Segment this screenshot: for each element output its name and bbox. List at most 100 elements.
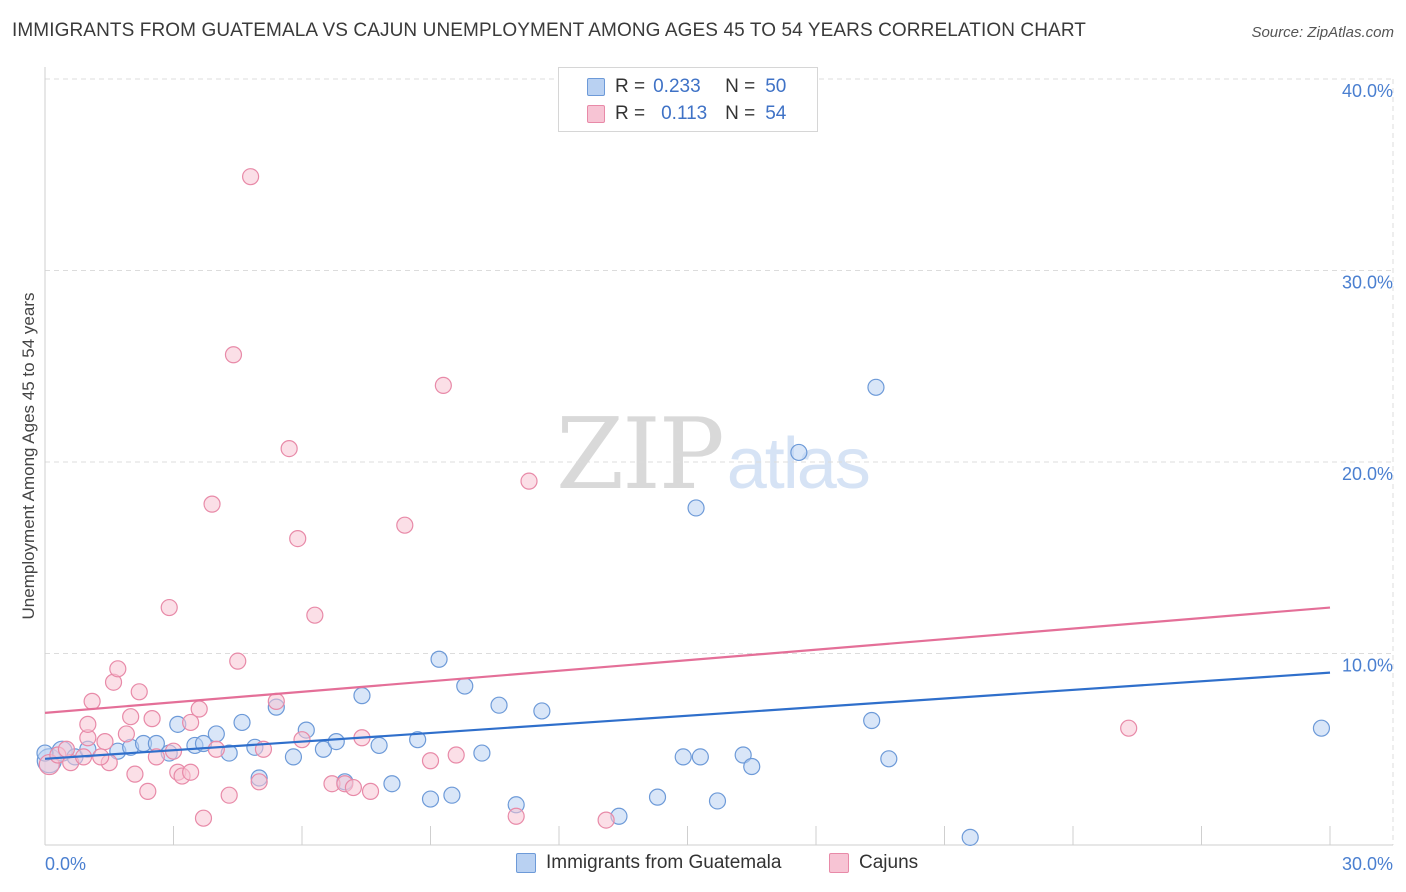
cajun-point <box>597 811 615 829</box>
cajun-point <box>83 692 101 710</box>
series-swatch-pink <box>829 853 849 873</box>
cajun-point <box>306 606 324 624</box>
guatemala-point <box>327 732 345 751</box>
guatemala-point <box>880 750 898 768</box>
watermark-zip: ZIP <box>556 398 725 512</box>
legend-n-label: N = <box>725 103 756 124</box>
cajun-point <box>182 763 200 781</box>
guatemala-point <box>353 687 371 705</box>
legend-row-guatemala: R = 0.233 N = 50 <box>587 74 786 100</box>
cajun-point <box>520 472 538 490</box>
cajun-point <box>203 495 221 513</box>
guatemala-point <box>708 792 727 810</box>
series-legend: Immigrants from Guatemala Cajuns <box>0 852 1406 878</box>
guatemala-point <box>687 499 705 517</box>
guatemala-point <box>533 702 551 720</box>
guatemala-point <box>961 828 979 846</box>
guatemala-point <box>1312 719 1331 737</box>
cajun-point <box>421 752 440 770</box>
legend-n-value: 50 <box>765 76 787 97</box>
cajun-point <box>396 516 414 534</box>
x-tick-label: 0.0% <box>45 854 86 874</box>
legend-swatch-pink <box>587 105 605 123</box>
series-swatch-blue <box>516 853 536 873</box>
y-tick-label: 30.0% <box>1342 273 1393 293</box>
tick-labels: 10.0% 20.0% 30.0% 40.0% 0.0% 30.0% <box>45 81 1393 874</box>
cajun-point <box>139 782 157 800</box>
cajun-point <box>242 168 260 186</box>
watermark-atlas: atlas <box>726 424 871 504</box>
guatemala-point <box>473 744 491 762</box>
stats-legend: R = 0.233 N = 50 R = 0.113 N = 54 <box>558 67 818 132</box>
cajun-point <box>92 748 110 766</box>
guatemala-point <box>430 650 448 668</box>
y-axis-label: Unemployment Among Ages 45 to 54 years <box>19 293 38 620</box>
guatemala-point <box>691 748 709 766</box>
legend-n-value: 54 <box>765 103 787 124</box>
cajun-point <box>57 740 76 758</box>
legend-r-label: R = <box>615 76 646 97</box>
chart-title: IMMIGRANTS FROM GUATEMALA VS CAJUN UNEMP… <box>12 20 1087 41</box>
guatemala-point <box>734 746 752 764</box>
legend-row-cajuns: R = 0.113 N = 54 <box>587 101 786 127</box>
legend-n-label: N = <box>725 76 756 97</box>
cajun-point <box>361 782 380 800</box>
y-tick-label: 20.0% <box>1342 464 1393 484</box>
cajun-point <box>147 748 165 766</box>
guatemala-point <box>370 736 388 755</box>
cajun-point <box>109 660 127 678</box>
y-tick-label: 10.0% <box>1342 656 1393 676</box>
cajun-point <box>160 598 178 617</box>
cajun-point <box>344 778 362 797</box>
cajun-point <box>122 708 140 726</box>
cajun-point <box>434 376 452 394</box>
cajun-point <box>507 807 525 825</box>
cajun-point <box>96 732 114 751</box>
trend-lines <box>44 606 1331 760</box>
guatemala-point <box>674 748 692 766</box>
guatemala-point <box>743 757 761 776</box>
cajun-point <box>220 786 238 804</box>
guatemala-point <box>863 711 881 730</box>
guatemala-point <box>867 378 885 396</box>
series-legend-cajuns[interactable]: Cajuns <box>829 852 918 874</box>
guatemala-point <box>409 731 427 749</box>
legend-r-label: R = <box>615 103 646 124</box>
legend-r-value: 0.113 <box>661 103 708 124</box>
series-legend-guatemala[interactable]: Immigrants from Guatemala <box>516 852 781 874</box>
axes <box>44 67 1393 846</box>
cajun-point <box>267 692 285 710</box>
guatemala-point <box>443 786 461 804</box>
guatemala-point <box>790 443 808 462</box>
cajun-point <box>250 773 268 791</box>
guatemala-point <box>456 677 474 695</box>
source-label: Source: ZipAtlas.com <box>1251 24 1394 41</box>
cajun-point <box>143 710 161 728</box>
guatemala-point <box>383 775 401 793</box>
guatemala-point <box>490 696 508 714</box>
y-tick-label: 40.0% <box>1342 81 1393 101</box>
cajun-point <box>117 725 135 743</box>
guatemala-point <box>233 713 251 732</box>
cajun-point <box>1120 719 1138 737</box>
cajun-point <box>280 439 298 458</box>
guatemala-point <box>284 748 303 766</box>
cajun-point <box>447 746 465 764</box>
cajun-point <box>126 765 144 783</box>
cajun-point <box>190 700 208 718</box>
cajun-point <box>182 713 200 732</box>
cajun-point <box>207 740 225 758</box>
cajun-point <box>194 809 213 827</box>
cajun-point <box>79 715 97 733</box>
cajun-point <box>289 529 307 548</box>
cajun-point <box>293 731 311 749</box>
grid-lines <box>45 78 1394 845</box>
guatemala-point <box>421 790 440 808</box>
cajun-trend-line <box>44 606 1331 714</box>
legend-r-value: 0.233 <box>653 76 701 97</box>
guatemala-trend-line <box>44 671 1331 760</box>
legend-swatch-blue <box>587 78 605 96</box>
zipatlas-watermark: ZIPatlas <box>556 398 871 512</box>
x-tick-label: 30.0% <box>1342 854 1393 874</box>
